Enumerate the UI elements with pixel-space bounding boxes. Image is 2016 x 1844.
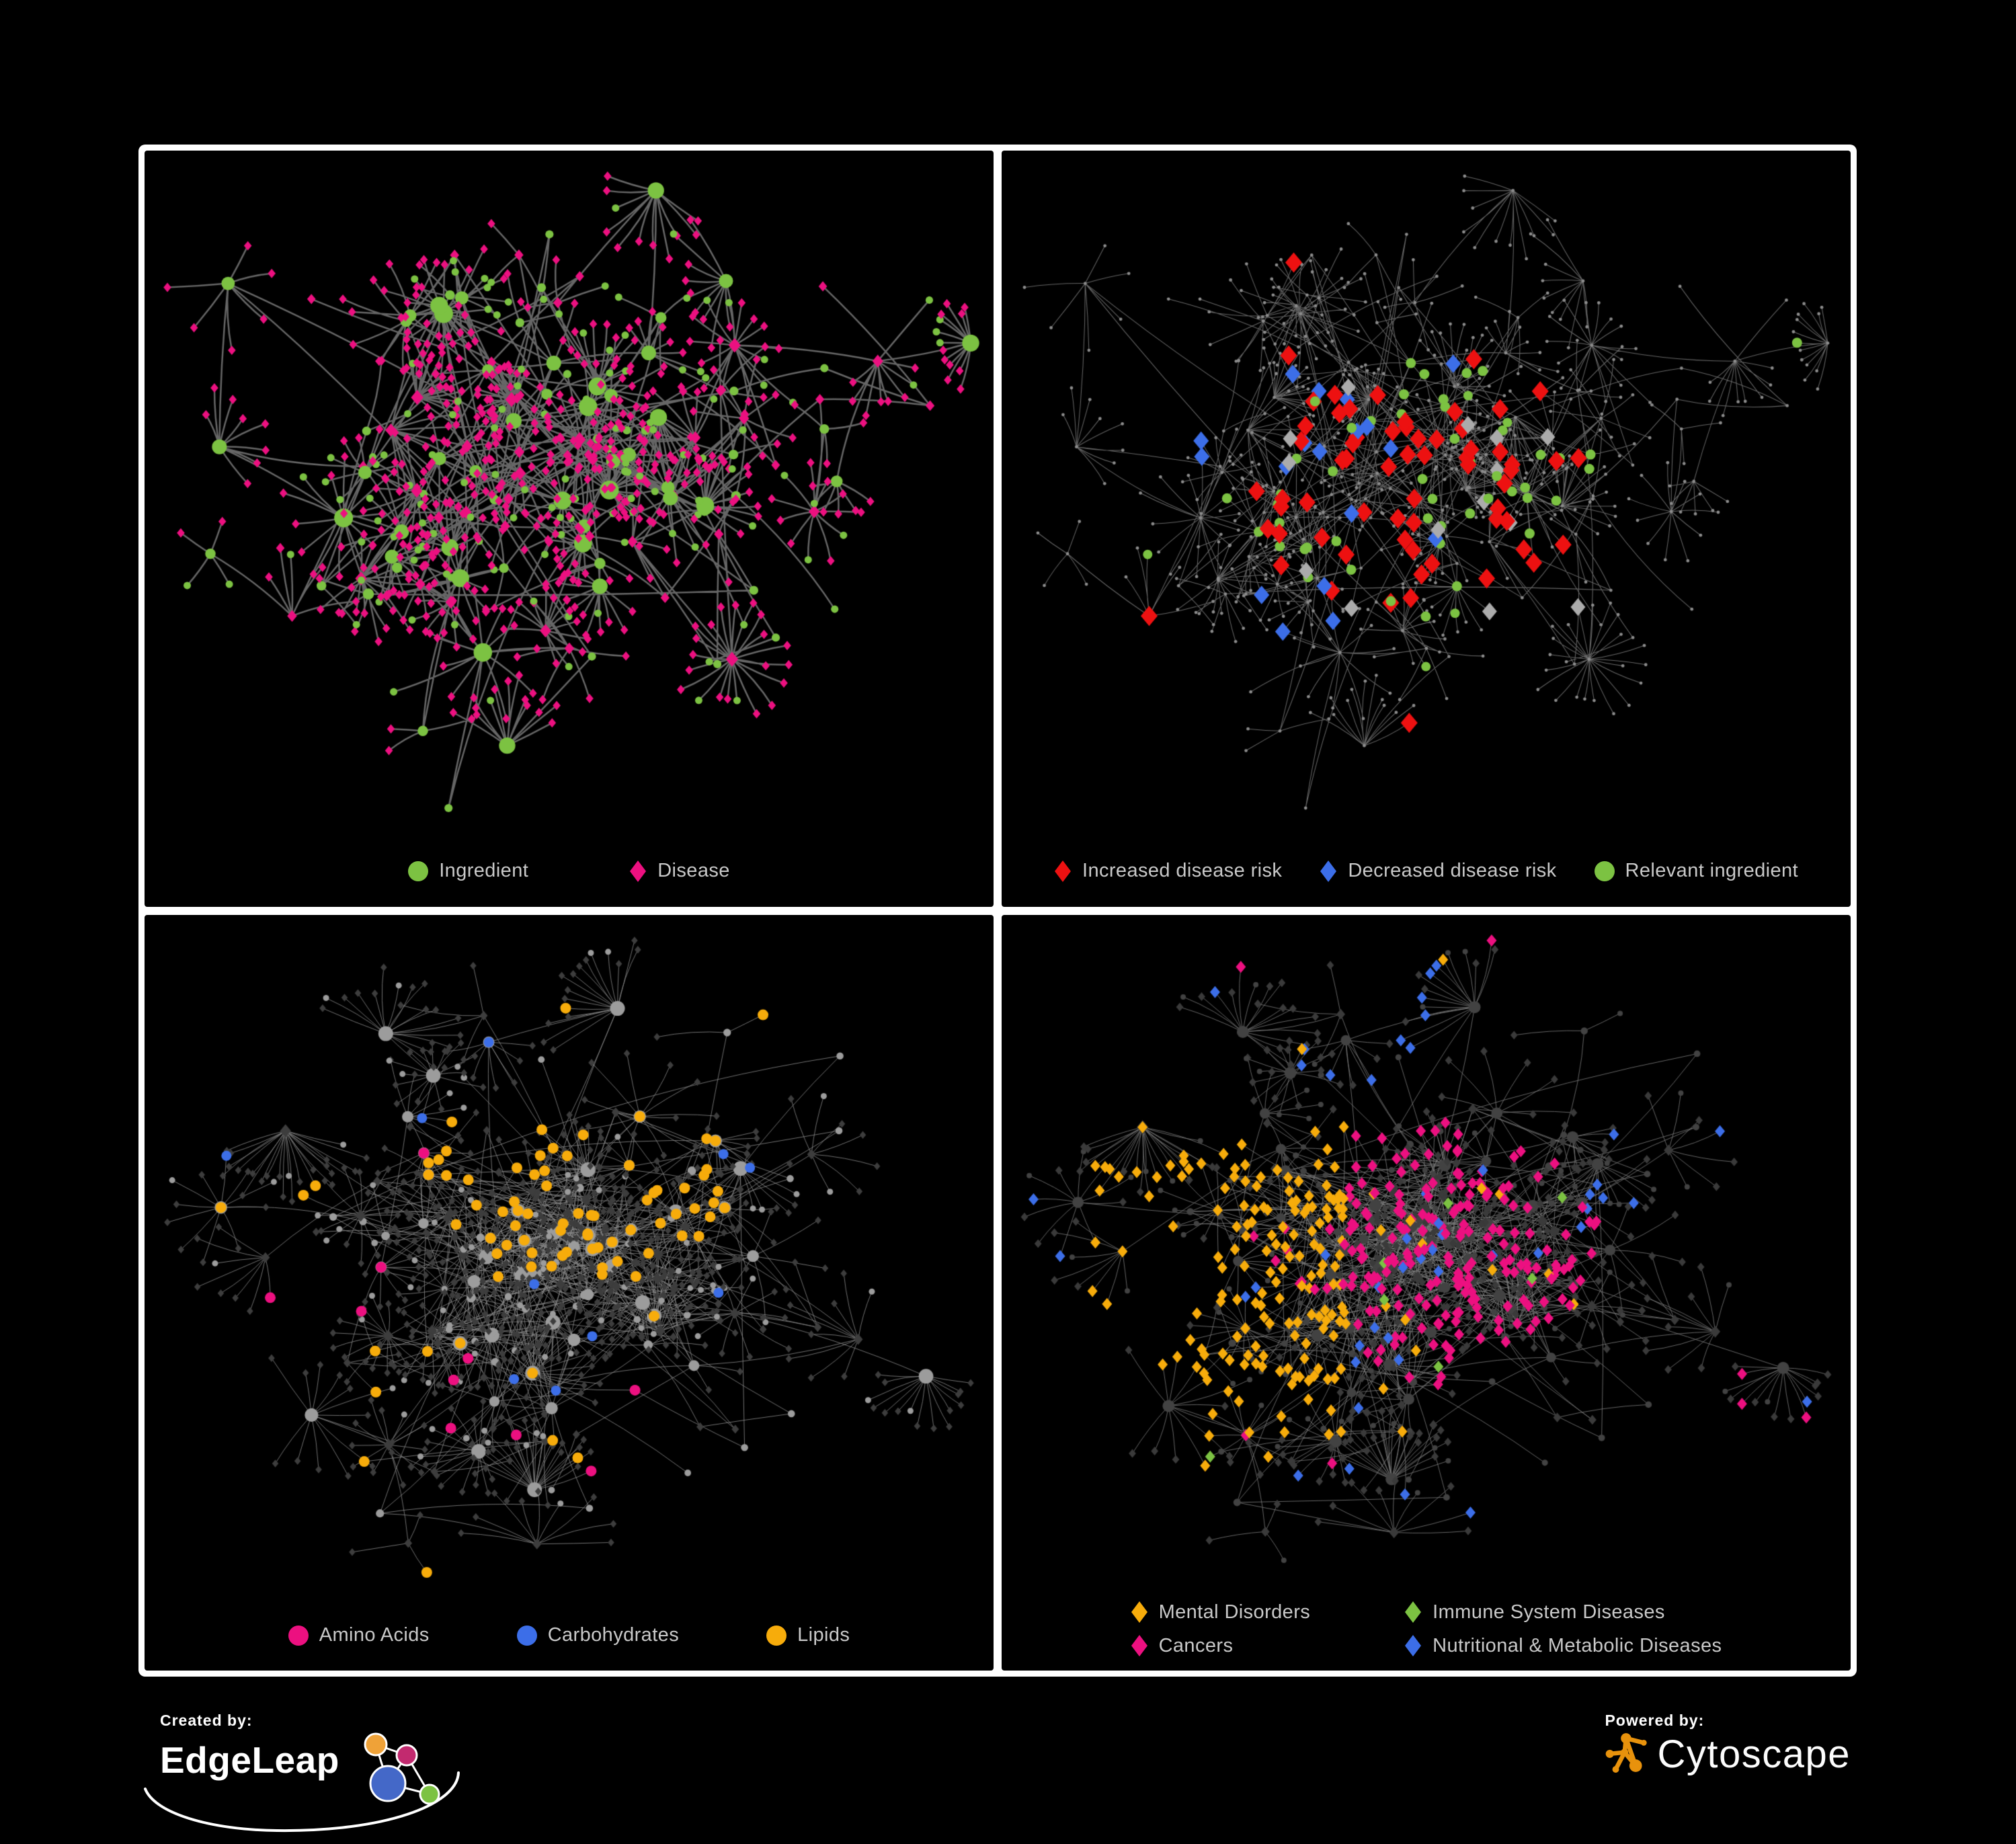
- ingredient-disease-network-graph: [145, 153, 994, 831]
- legend-item-immune-system-diseases: Immune System Diseases: [1404, 1601, 1722, 1623]
- ingredient-disease-legend: Ingredient Disease: [145, 860, 994, 883]
- immune-system-diseases-marker-icon: [1404, 1601, 1422, 1623]
- ingredient-class-network-graph: [145, 917, 994, 1595]
- legend-label: Lipids: [797, 1624, 850, 1646]
- legend-label: Increased disease risk: [1082, 860, 1283, 881]
- panel-disease-risk: Increased disease risk Decreased disease…: [1002, 151, 1851, 907]
- legend-label: Relevant ingredient: [1625, 860, 1799, 881]
- panel-ingredient-disease: Ingredient Disease: [145, 151, 994, 907]
- ingredient-class-legend: Amino Acids Carbohydrates Lipids: [145, 1624, 994, 1646]
- cytoscape-credit: Powered by: Cytoscape: [1605, 1712, 1851, 1777]
- disease-category-legend: Mental Disorders Immune System Diseases …: [1002, 1601, 1851, 1657]
- decreased-risk-marker-icon: [1320, 860, 1337, 883]
- nutritional-metabolic-marker-icon: [1404, 1634, 1422, 1657]
- disease-risk-network-graph: [1002, 153, 1851, 831]
- edgeleap-brand-row: EdgeLeap: [144, 1732, 460, 1833]
- legend-item-nutritional-metabolic-diseases: Nutritional & Metabolic Diseases: [1404, 1634, 1722, 1657]
- edgeleap-wordmark: EdgeLeap: [160, 1739, 339, 1781]
- legend-label: Nutritional & Metabolic Diseases: [1433, 1634, 1722, 1656]
- legend-label: Decreased disease risk: [1348, 860, 1557, 881]
- relevant-ingredient-marker-icon: [1594, 860, 1615, 881]
- legend-item-lipids: Lipids: [766, 1624, 850, 1646]
- legend-label: Immune System Diseases: [1433, 1601, 1665, 1623]
- mental-disorders-marker-icon: [1131, 1601, 1148, 1623]
- legend-label: Carbohydrates: [547, 1624, 680, 1646]
- legend-item-decreased-risk: Decreased disease risk: [1320, 860, 1556, 883]
- legend-item-relevant-ingredient: Relevant ingredient: [1594, 860, 1799, 882]
- cancers-marker-icon: [1131, 1634, 1148, 1657]
- legend-label: Disease: [657, 860, 730, 881]
- carbohydrates-marker-icon: [516, 1625, 537, 1646]
- legend-item-increased-risk: Increased disease risk: [1054, 860, 1282, 883]
- disease-risk-legend: Increased disease risk Decreased disease…: [1002, 860, 1851, 883]
- ingredient-marker-icon: [408, 860, 429, 881]
- lipids-marker-icon: [766, 1625, 787, 1646]
- legend-item-disease: Disease: [629, 860, 730, 883]
- panel-disease-categories: Mental Disorders Immune System Diseases …: [1002, 914, 1851, 1671]
- powered-by-label: Powered by:: [1605, 1712, 1705, 1729]
- legend-label: Cancers: [1158, 1634, 1234, 1656]
- edgeleap-credit: Created by: EdgeLeap: [144, 1712, 460, 1833]
- legend-label: Ingredient: [439, 860, 529, 881]
- legend-label: Amino Acids: [319, 1624, 430, 1646]
- amino-acids-marker-icon: [288, 1625, 309, 1646]
- cytoscape-logo-icon: [1606, 1733, 1648, 1773]
- edgeleap-logo-icon: [364, 1732, 440, 1805]
- cytoscape-wordmark: Cytoscape: [1657, 1732, 1851, 1776]
- disease-category-network-graph: [1002, 917, 1851, 1583]
- legend-label: Mental Disorders: [1158, 1601, 1311, 1623]
- legend-item-amino-acids: Amino Acids: [288, 1624, 430, 1646]
- increased-risk-marker-icon: [1054, 860, 1072, 883]
- panel-ingredient-classes: Amino Acids Carbohydrates Lipids: [145, 914, 994, 1671]
- legend-item-ingredient: Ingredient: [408, 860, 528, 882]
- figure-grid: Ingredient Disease Increased disease ris…: [138, 145, 1857, 1677]
- legend-item-carbohydrates: Carbohydrates: [516, 1624, 680, 1646]
- legend-item-mental-disorders: Mental Disorders: [1131, 1601, 1311, 1623]
- legend-item-cancers: Cancers: [1131, 1634, 1311, 1657]
- cytoscape-brand-row: Cytoscape: [1605, 1732, 1851, 1777]
- created-by-label: Created by:: [160, 1712, 253, 1729]
- disease-marker-icon: [629, 860, 647, 883]
